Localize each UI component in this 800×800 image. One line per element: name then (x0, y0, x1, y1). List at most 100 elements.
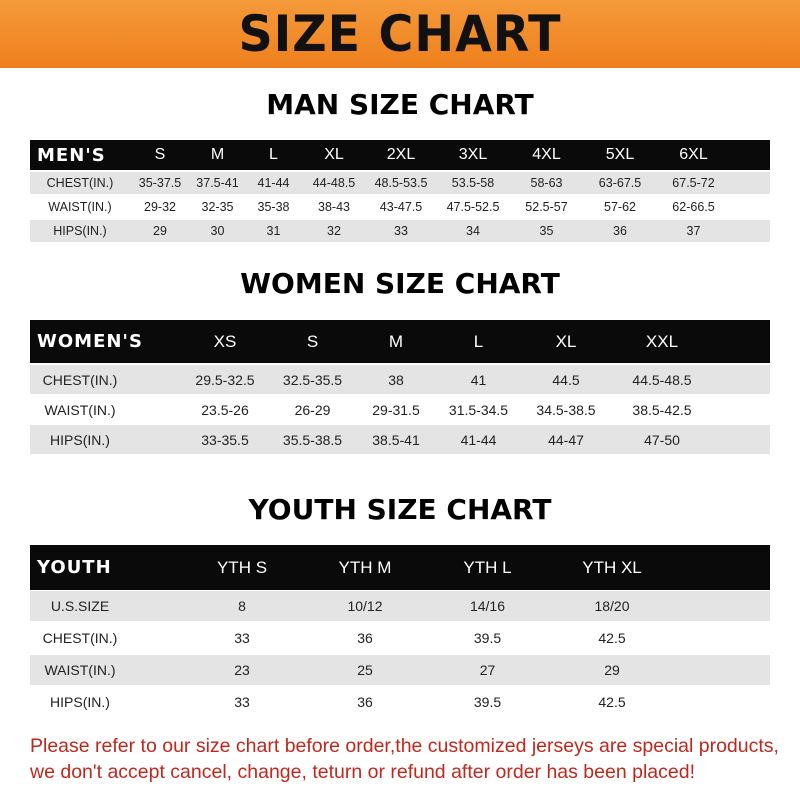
size-value: 32.5-35.5 (282, 371, 343, 388)
size-value: 29-32 (144, 200, 176, 214)
header-row: YOUTH YTH S YTH M YTH L YTH XL (30, 545, 770, 590)
header-row: MEN'S S M L XL 2XL 3XL 4XL 5XL 6XL (30, 140, 770, 170)
size-value: 18/20 (594, 598, 630, 614)
row-label: WAIST(IN.) (48, 200, 112, 214)
row-label: HIPS(IN.) (53, 224, 107, 238)
youth-size-table: YOUTH YTH S YTH M YTH L YTH XL U.S.SIZE 8 10/12… (30, 545, 770, 719)
size-value: 39.5 (473, 630, 502, 646)
size-header: L (269, 146, 278, 163)
header-label: MEN'S (37, 144, 106, 166)
size-value: 42.5 (598, 694, 626, 710)
size-header: XXL (645, 331, 679, 351)
size-value: 38.5-41 (372, 431, 420, 448)
size-header: S (306, 331, 319, 351)
table-row: WAIST(IN.) 23.5-26 26-29 29-31.5 31.5-34.5 34… (30, 395, 770, 424)
size-header: 4XL (532, 146, 561, 163)
row-label: CHEST(IN.) (42, 630, 118, 646)
size-value: 32 (327, 224, 341, 238)
size-value: 35-37.5 (138, 176, 182, 190)
size-value: 44-48.5 (312, 176, 356, 190)
size-value: 23.5-26 (201, 401, 249, 418)
header-label: YOUTH (37, 557, 112, 578)
size-value: 58-63 (530, 176, 563, 190)
size-value: 27 (479, 662, 496, 678)
size-value: 25 (357, 662, 373, 678)
size-value: 33 (394, 224, 408, 238)
size-value: 35-38 (257, 200, 290, 214)
size-value: 36 (357, 630, 373, 646)
size-value: 38.5-42.5 (632, 401, 692, 418)
size-value: 39.5 (473, 694, 502, 710)
size-value: 38-43 (318, 200, 350, 214)
size-value: 48.5-53.5 (374, 176, 428, 190)
women-size-table: WOMEN'S XS S M L XL XXL CHEST(IN.) 29.5-32.5 32.5… (30, 320, 770, 455)
row-label: HIPS(IN.) (50, 431, 110, 448)
youth-section-title: YOUTH SIZE CHART (248, 493, 552, 526)
size-value: 29 (604, 662, 620, 678)
size-header: M (388, 331, 404, 351)
size-header: YTH M (338, 557, 392, 577)
size-header: 3XL (458, 146, 488, 163)
size-value: 31 (266, 224, 281, 238)
notice-line-1: Please refer to our size chart before or… (30, 735, 779, 757)
size-value: 35 (539, 224, 554, 238)
size-header: YTH L (463, 557, 512, 577)
size-value: 33-35.5 (201, 431, 249, 448)
size-value: 52.5-57 (525, 200, 568, 214)
header-label: WOMEN'S (37, 331, 143, 352)
size-value: 47.5-52.5 (446, 200, 500, 214)
size-header: XL (324, 146, 344, 163)
table-row: HIPS(IN.) 33-35.5 35.5-38.5 38.5-41 41-44 44-… (30, 425, 770, 454)
size-value: 32-35 (201, 200, 234, 214)
header-row: WOMEN'S XS S M L XL XXL (30, 320, 770, 363)
size-header: XS (213, 331, 237, 351)
size-value: 37.5-41 (196, 176, 239, 190)
table-row: HIPS(IN.) 33 36 39.5 42.5 (30, 687, 770, 717)
table-row: WAIST(IN.) 29-32 32-35 35-38 38-43 43-47.5 47.… (30, 196, 770, 218)
size-value: 43-47.5 (379, 200, 423, 214)
size-value: 23 (234, 662, 250, 678)
size-value: 44.5-48.5 (632, 371, 692, 388)
size-value: 8 (238, 598, 246, 614)
size-value: 44-47 (548, 431, 584, 448)
size-value: 41-44 (257, 176, 290, 190)
size-value: 67.5-72 (672, 176, 715, 190)
size-value: 62-66.5 (672, 200, 715, 214)
size-value: 53.5-58 (451, 176, 495, 190)
size-value: 36 (357, 694, 373, 710)
table-row: CHEST(IN.) 33 36 39.5 42.5 (30, 623, 770, 653)
size-header: M (210, 146, 225, 163)
size-header: YTH XL (582, 557, 642, 577)
size-value: 10/12 (347, 598, 383, 614)
size-value: 47-50 (644, 431, 680, 448)
size-header: 5XL (605, 146, 635, 163)
men-size-table: MEN'S S M L XL 2XL 3XL 4XL 5XL 6XL CHEST(IN.) 35-37… (30, 140, 770, 244)
notice-line-2: we don't accept cancel, change, teturn o… (30, 761, 695, 783)
order-notice: Please refer to our size chart before or… (30, 733, 790, 785)
row-label: WAIST(IN.) (44, 401, 116, 418)
size-value: 29-31.5 (372, 401, 420, 418)
size-header: 2XL (386, 146, 416, 163)
size-header: XL (555, 331, 577, 351)
size-value: 42.5 (598, 630, 626, 646)
size-header: S (154, 146, 166, 163)
size-value: 26-29 (294, 401, 331, 418)
size-value: 35.5-38.5 (282, 431, 343, 448)
size-value: 37 (686, 224, 701, 238)
size-value: 33 (234, 694, 250, 710)
size-value: 33 (234, 630, 250, 646)
row-label: CHEST(IN.) (46, 176, 114, 190)
men-section-title: MAN SIZE CHART (266, 88, 534, 121)
size-value: 14/16 (469, 598, 506, 614)
size-value: 63-67.5 (598, 176, 642, 190)
size-value: 29.5-32.5 (195, 371, 255, 388)
size-value: 29 (153, 224, 167, 238)
row-label: CHEST(IN.) (42, 371, 118, 388)
table-row: WAIST(IN.) 23 25 27 29 (30, 655, 770, 685)
size-value: 41 (470, 371, 487, 388)
size-value: 34 (466, 224, 480, 238)
size-header: 6XL (679, 146, 708, 163)
banner-title: SIZE CHART (238, 5, 562, 63)
size-value: 44.5 (552, 371, 580, 388)
table-row: CHEST(IN.) 35-37.5 37.5-41 41-44 44-48.5 48.5… (30, 172, 770, 194)
